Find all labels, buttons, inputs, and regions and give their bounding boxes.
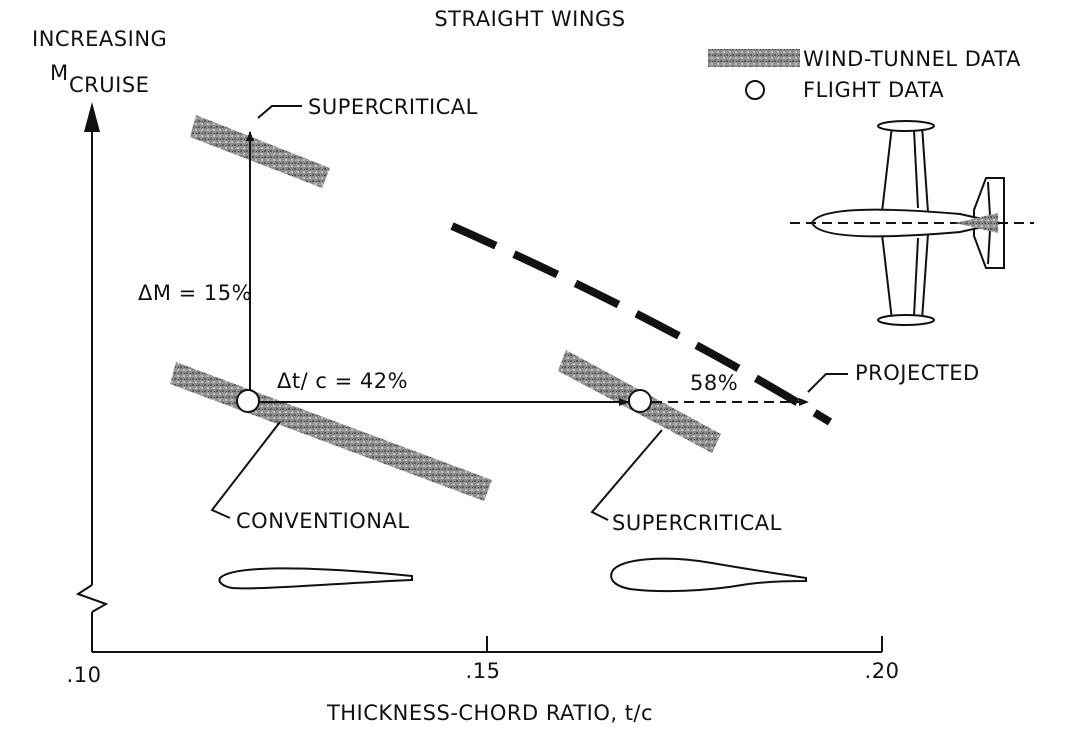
leader-conventional [210, 421, 281, 519]
figure-title: STRAIGHT WINGS [434, 7, 625, 31]
supercritical-top-band [190, 115, 330, 188]
y-axis-arrow-icon [84, 102, 100, 132]
x-tick-label: .10 [67, 663, 102, 687]
legend-flight-label: FLIGHT DATA [803, 78, 944, 102]
flight-point-conventional [236, 389, 260, 413]
label-delta-tc: Δt/ c = 42% [277, 369, 408, 393]
supercritical-airfoil-icon [610, 557, 807, 593]
leader-supercritical-top [257, 105, 302, 119]
legend-wind-tunnel-swatch [708, 49, 800, 67]
label-supercritical-top: SUPERCRITICAL [308, 95, 478, 119]
leader-projected [807, 373, 848, 393]
label-delta-m: ΔM = 15% [138, 281, 252, 305]
projected-curve [450, 222, 833, 426]
label-58-percent: 58% [690, 371, 738, 395]
x-axis-label: THICKNESS-CHORD RATIO, t/c [326, 701, 653, 725]
label-conventional: CONVENTIONAL [236, 509, 410, 533]
x-tick-label: .15 [466, 659, 501, 683]
y-axis-label-sub: CRUISE [69, 73, 149, 97]
x-axis [92, 636, 883, 653]
conventional-airfoil-icon [218, 567, 413, 590]
leader-supercritical [590, 429, 663, 521]
legend-flight-marker [745, 80, 765, 100]
airplane-planform-icon [790, 120, 1034, 326]
y-axis-label-line1: INCREASING [32, 27, 167, 51]
airplane-tail-shading [955, 213, 998, 233]
x-tick-label: .20 [865, 659, 900, 683]
y-axis-label-main: M [50, 61, 69, 85]
flight-point-supercritical [628, 389, 652, 413]
y-axis [75, 110, 109, 652]
legend-wind-tunnel-label: WIND-TUNNEL DATA [803, 47, 1021, 71]
label-supercritical: SUPERCRITICAL [612, 511, 782, 535]
label-projected: PROJECTED [855, 361, 980, 385]
